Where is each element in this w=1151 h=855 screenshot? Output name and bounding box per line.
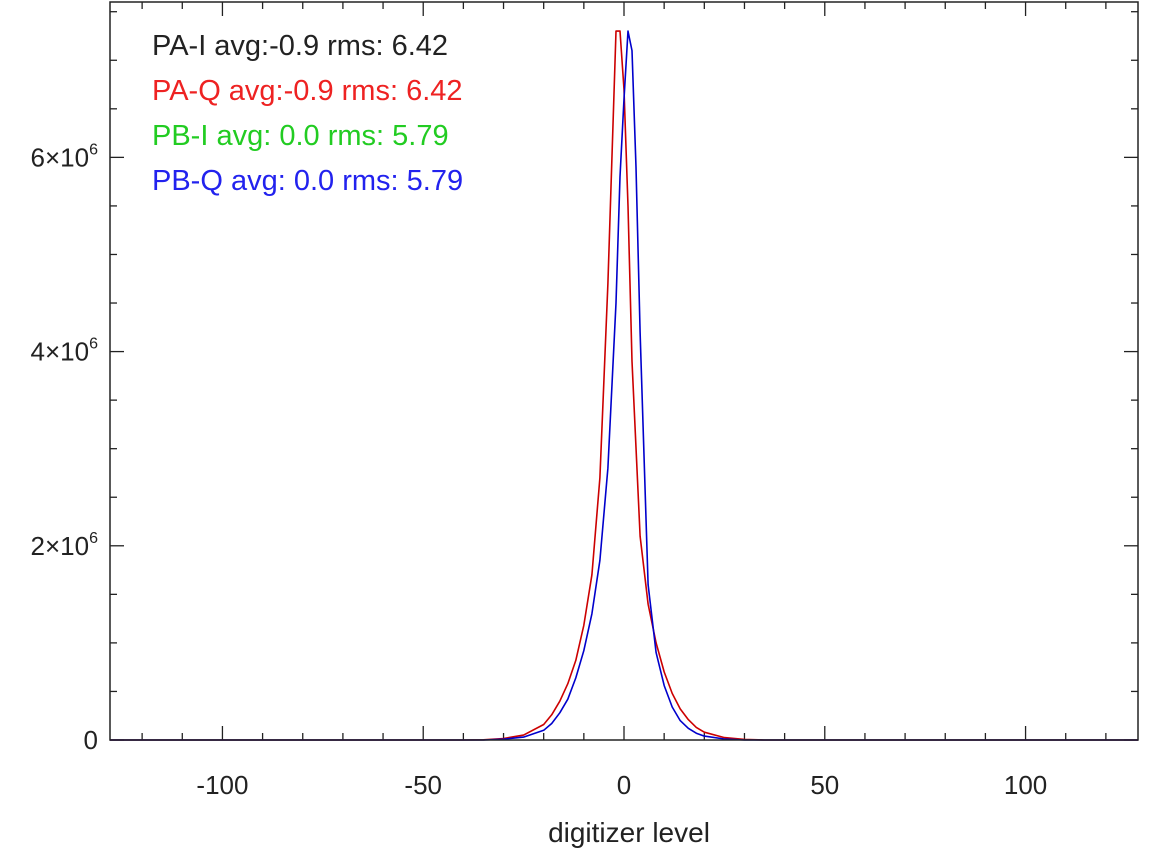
x-tick-label: 0 bbox=[617, 770, 631, 800]
series-line-1 bbox=[110, 30, 1138, 741]
axis-ticks bbox=[110, 2, 1138, 741]
x-axis-title: digitizer level bbox=[548, 817, 710, 848]
series-line-0 bbox=[110, 30, 1138, 741]
y-tick-labels: 0 2×106 4×106 6×106 bbox=[31, 141, 99, 755]
x-tick-label: 50 bbox=[810, 770, 839, 800]
plot-frame bbox=[109, 1, 1139, 741]
x-tick-label: 100 bbox=[1004, 770, 1047, 800]
legend-entry: PA-I avg:-0.9 rms: 6.42 bbox=[152, 30, 448, 62]
y-tick-label: 2×106 bbox=[31, 530, 99, 561]
y-tick-label: 4×106 bbox=[31, 336, 99, 367]
x-tick-label: -50 bbox=[404, 770, 442, 800]
y-tick-label: 0 bbox=[84, 725, 98, 755]
legend-entry: PA-Q avg:-0.9 rms: 6.42 bbox=[152, 75, 463, 107]
legend: PA-I avg:-0.9 rms: 6.42 PA-Q avg:-0.9 rms… bbox=[152, 30, 463, 197]
legend-entry: PB-I avg: 0.0 rms: 5.79 bbox=[152, 120, 449, 152]
series-layer bbox=[110, 30, 1138, 741]
y-tick-label: 6×106 bbox=[31, 141, 99, 172]
legend-entry: PB-Q avg: 0.0 rms: 5.79 bbox=[152, 165, 463, 197]
x-tick-label: -100 bbox=[196, 770, 248, 800]
x-tick-labels: -100 -50 0 50 100 bbox=[196, 770, 1047, 800]
